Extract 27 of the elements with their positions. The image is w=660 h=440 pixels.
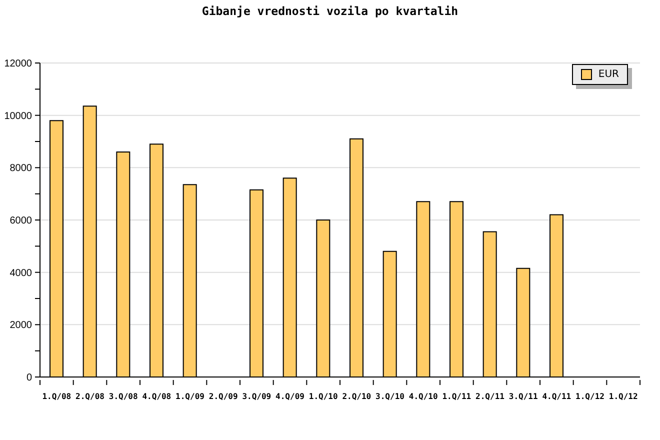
x-tick-label: 1.Q/11 <box>442 392 472 401</box>
x-tick-label: 2.Q/10 <box>342 392 372 401</box>
y-tick-label: 6000 <box>10 216 32 226</box>
y-tick-label: 8000 <box>10 163 32 174</box>
legend-label: EUR <box>598 69 619 80</box>
x-tick-label: 2.Q/11 <box>476 392 505 401</box>
y-tick-label: 2000 <box>10 320 32 332</box>
x-tick-label: 4.Q/09 <box>276 392 305 401</box>
x-tick-label: 2.Q/08 <box>76 392 105 401</box>
y-tick-label: 10000 <box>4 110 32 122</box>
x-tick-label: 1.Q/12 <box>608 392 638 401</box>
x-tick-label: 3.Q/09 <box>242 392 272 401</box>
x-tick-label: 4.Q/11 <box>542 392 572 401</box>
x-tick-label: 1.Q/08 <box>42 392 72 401</box>
x-tick-label: 1.Q/10 <box>308 392 338 401</box>
x-tick-label: 3.Q/10 <box>376 392 405 401</box>
x-tick-label: 3.Q/11 <box>508 392 538 401</box>
x-tick-label: 2.Q/09 <box>208 392 238 401</box>
x-tick-label: 1.Q/12 <box>576 392 605 401</box>
y-tick-label: 12000 <box>4 58 32 70</box>
y-tick-label: 0 <box>26 372 32 384</box>
x-tick-label: 1.Q/09 <box>176 392 205 401</box>
x-tick-label: 4.Q/10 <box>408 392 438 401</box>
chart-title: Gibanje vrednosti vozila po kvartalih <box>202 4 458 18</box>
x-tick-label: 3.Q/08 <box>108 392 138 401</box>
y-tick-label: 4000 <box>10 268 32 279</box>
x-tick-label: 4.Q/08 <box>142 392 172 401</box>
